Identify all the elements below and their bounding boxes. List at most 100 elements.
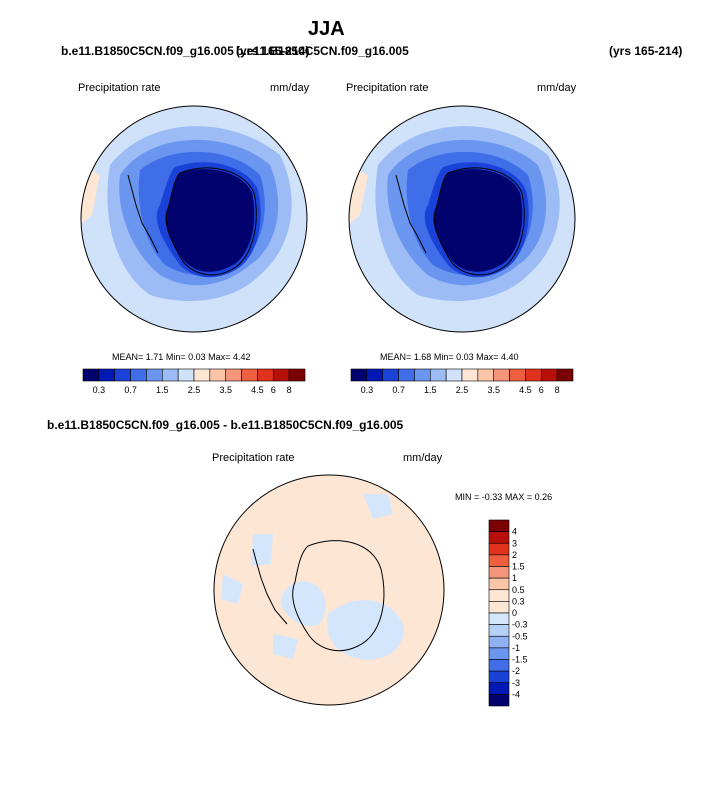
diff-case-name: b.e11.B1850C5CN.f09_g16.005 - b.e11.B185… xyxy=(47,418,404,432)
colorbar-tick-label: 3.5 xyxy=(219,385,232,395)
diff-units-label: mm/day xyxy=(403,452,443,464)
colorbar-swatch xyxy=(382,368,399,382)
colorbar-tick-label: 4.5 xyxy=(519,385,532,395)
colorbar-swatch xyxy=(209,368,227,382)
max-value: 4.40 xyxy=(500,352,519,362)
colorbar-tick-label: 4 xyxy=(512,527,517,537)
colorbar-tick-label: 6 xyxy=(539,385,544,395)
colorbar-swatch xyxy=(429,368,447,382)
colorbar-swatch xyxy=(414,368,431,382)
min-label: MIN = xyxy=(455,492,480,502)
colorbar-tick-label: 0.3 xyxy=(93,385,106,395)
colorbar-swatch xyxy=(445,368,463,382)
min-value: -0.33 xyxy=(481,492,503,502)
max-value: 0.26 xyxy=(534,492,553,502)
colorbar-swatch xyxy=(461,368,479,382)
colorbar-tick-label: 1.5 xyxy=(156,385,169,395)
top-right-polar-map xyxy=(348,105,576,333)
mean-value: 1.68 xyxy=(413,352,432,362)
colorbar-tick-label: 1.5 xyxy=(512,562,525,572)
colorbar-swatch xyxy=(509,368,526,382)
colorbar-tick-label: 4.5 xyxy=(251,385,264,395)
colorbar-swatch xyxy=(488,601,510,614)
colorbar-tick-label: 0.7 xyxy=(392,385,405,395)
top-left-case-name: b.e11.B1850C5CN.f09_g16.005 xyxy=(61,44,234,58)
top-right-years: (yrs 165-214) xyxy=(609,44,683,58)
colorbar-tick-label: 8 xyxy=(287,385,292,395)
colorbar-tick-label: -1 xyxy=(512,643,520,653)
colorbar-swatch xyxy=(114,368,131,382)
colorbar-swatch xyxy=(540,368,558,382)
colorbar-swatch xyxy=(257,368,274,382)
top-right-case-name: b.e11.B1850C5CN.f09_g16.005 xyxy=(236,44,409,58)
colorbar-swatch xyxy=(488,670,510,684)
diff-polar-map xyxy=(213,474,445,706)
colorbar-swatch xyxy=(350,368,368,382)
colorbar-tick-label: 0.7 xyxy=(124,385,137,395)
max-label: MAX = xyxy=(504,492,533,502)
top-left-stats: MEAN= 1.71 Min= 0.03 Max= 4.42 xyxy=(112,352,250,362)
min-value: 0.03 xyxy=(188,352,206,362)
min-value: 0.03 xyxy=(456,352,474,362)
top-right-field-label: Precipitation rate xyxy=(346,82,429,94)
colorbar-swatch xyxy=(225,368,242,382)
colorbar-swatch xyxy=(488,566,510,579)
colorbar-swatch xyxy=(488,682,510,695)
top-right-units-label: mm/day xyxy=(537,82,577,94)
colorbar-swatch xyxy=(288,368,306,382)
colorbar-swatch xyxy=(488,647,510,660)
colorbar-tick-label: 1.5 xyxy=(424,385,437,395)
colorbar-tick-label: 0 xyxy=(512,608,517,618)
colorbar-swatch xyxy=(98,368,116,382)
top-left-units-label: mm/day xyxy=(270,82,310,94)
colorbar-tick-label: 6 xyxy=(271,385,276,395)
colorbar-swatch xyxy=(488,635,510,649)
max-label: Max= xyxy=(208,352,231,362)
colorbar-tick-label: -1.5 xyxy=(512,655,528,665)
diff-stats: MIN = -0.33 MAX = 0.26 xyxy=(455,492,552,502)
colorbar-swatch xyxy=(398,368,415,382)
colorbar-tick-label: 8 xyxy=(555,385,560,395)
colorbar-tick-label: 0.5 xyxy=(512,585,525,595)
mean-label: MEAN= xyxy=(112,352,144,362)
top-right-colorbar: 0.3 0.7 1.5 2.5 3.5 4.5 6 8 xyxy=(350,368,574,395)
colorbar-swatch xyxy=(241,368,258,382)
colorbar-tick-label: -4 xyxy=(512,689,520,699)
colorbar-tick-label: -2 xyxy=(512,666,520,676)
colorbar-swatch xyxy=(488,531,510,544)
mean-label: MEAN= xyxy=(380,352,412,362)
colorbar-swatch xyxy=(525,368,542,382)
colorbar-swatch xyxy=(488,659,510,672)
top-left-polar-map xyxy=(80,105,308,333)
colorbar-swatch xyxy=(488,589,510,602)
colorbar-tick-label: 0.3 xyxy=(512,596,525,606)
min-label: Min= xyxy=(165,352,186,362)
colorbar-swatch xyxy=(366,368,384,382)
colorbar-swatch xyxy=(493,368,510,382)
top-left-colorbar: 0.3 0.7 1.5 2.5 3.5 4.5 6 8 xyxy=(82,368,306,395)
top-left-years: (yrs 165-214) xyxy=(236,44,310,58)
colorbar-swatch xyxy=(488,519,510,532)
colorbar-swatch xyxy=(82,368,100,382)
colorbar-tick-label: 2 xyxy=(512,550,517,560)
colorbar-swatch xyxy=(488,694,510,707)
diff-field-label: Precipitation rate xyxy=(212,452,295,464)
colorbar-tick-label: -3 xyxy=(512,678,520,688)
colorbar-swatch xyxy=(272,368,290,382)
top-left-field-label: Precipitation rate xyxy=(78,82,161,94)
top-right-stats: MEAN= 1.68 Min= 0.03 Max= 4.40 xyxy=(380,352,518,362)
colorbar-swatch xyxy=(477,368,495,382)
colorbar-swatch xyxy=(488,624,510,637)
colorbar-tick-label: 3 xyxy=(512,538,517,548)
colorbar-swatch xyxy=(488,577,510,591)
diff-colorbar: 43 2 1.51 0.50.3 0 -0.3-0.5 -1 -1.5-2 -3-4 xyxy=(488,519,528,707)
colorbar-tick-label: 2.5 xyxy=(188,385,201,395)
colorbar-swatch xyxy=(130,368,147,382)
colorbar-swatch xyxy=(488,542,510,556)
colorbar-swatch xyxy=(193,368,211,382)
colorbar-swatch xyxy=(161,368,179,382)
colorbar-swatch xyxy=(488,554,510,567)
colorbar-swatch xyxy=(146,368,163,382)
colorbar-swatch xyxy=(177,368,195,382)
max-label: Max= xyxy=(476,352,499,362)
